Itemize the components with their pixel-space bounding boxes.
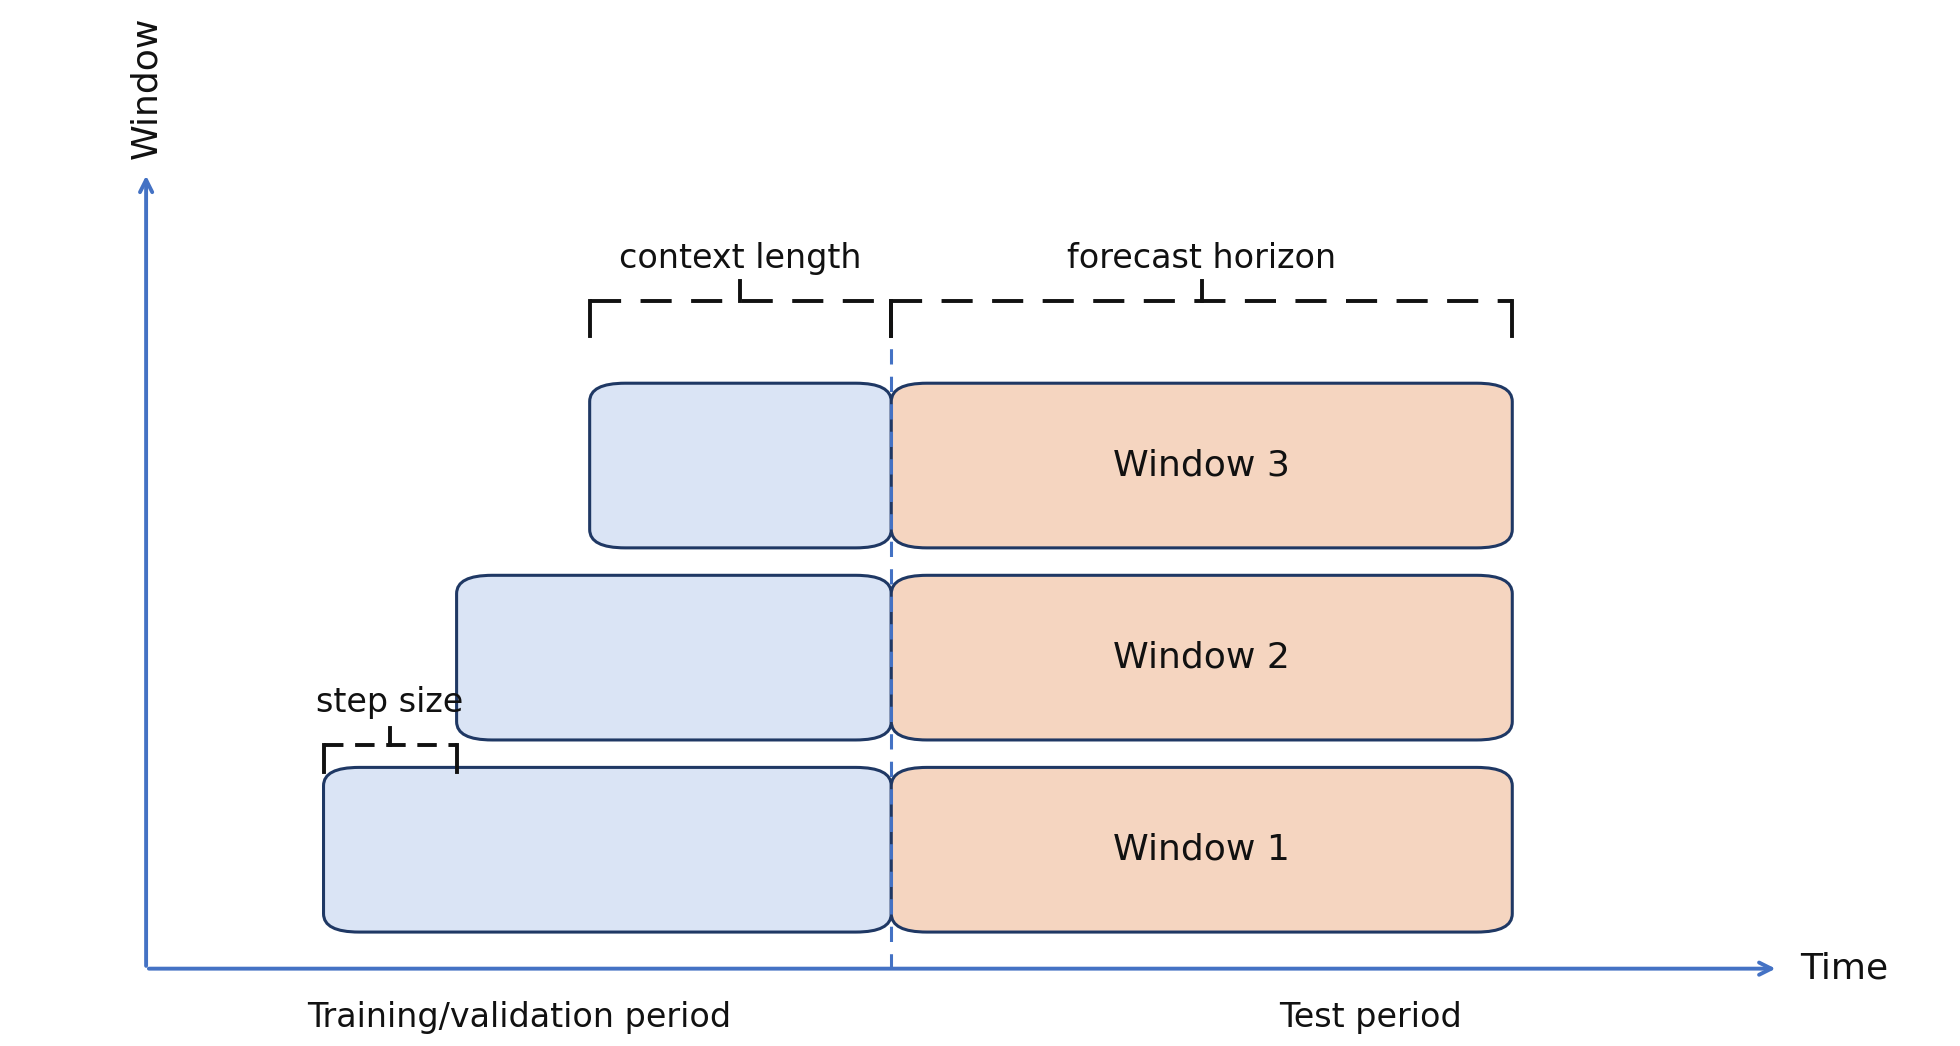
Text: Training/validation period: Training/validation period <box>306 1001 731 1033</box>
Text: step size: step size <box>316 686 465 719</box>
Text: Window 3: Window 3 <box>1113 449 1290 482</box>
Text: context length: context length <box>619 243 862 275</box>
Text: Time: Time <box>1799 952 1887 985</box>
FancyBboxPatch shape <box>323 768 892 932</box>
FancyBboxPatch shape <box>892 575 1513 740</box>
Text: forecast horizon: forecast horizon <box>1066 243 1337 275</box>
Text: Window 1: Window 1 <box>1113 833 1290 867</box>
Text: Window 2: Window 2 <box>1113 640 1290 675</box>
Text: Window: Window <box>129 17 163 159</box>
FancyBboxPatch shape <box>590 383 892 548</box>
FancyBboxPatch shape <box>892 768 1513 932</box>
FancyBboxPatch shape <box>892 383 1513 548</box>
FancyBboxPatch shape <box>457 575 892 740</box>
Text: Test period: Test period <box>1280 1001 1462 1033</box>
